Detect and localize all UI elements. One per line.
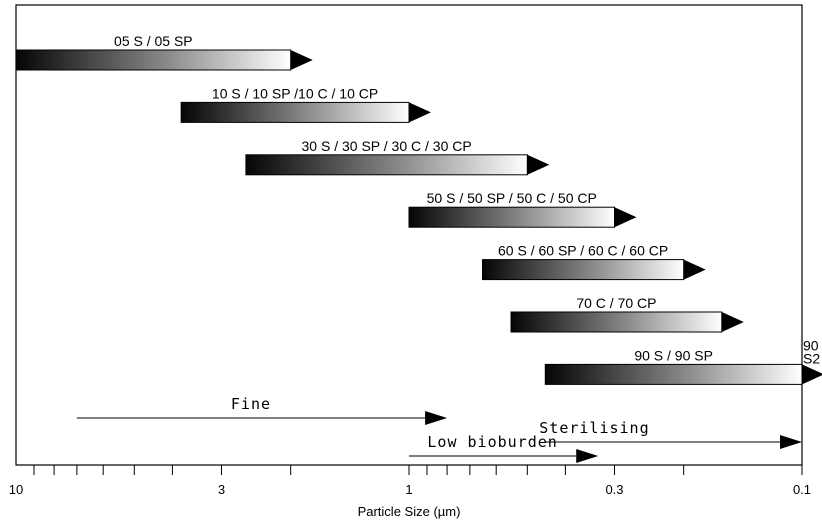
- range-label: Low bioburden: [427, 433, 557, 451]
- grade-bar: [408, 206, 615, 228]
- grade-label: 70 C / 70 CP: [576, 295, 656, 311]
- range-arrowhead: [425, 411, 448, 425]
- grade-bar: [544, 363, 803, 385]
- range-arrowhead: [576, 449, 599, 463]
- range-label: Fine: [231, 395, 271, 413]
- grade-bar: [510, 311, 723, 333]
- grade-arrowhead: [802, 364, 822, 385]
- grade-bar: [15, 49, 292, 71]
- grade-bar: [245, 154, 528, 176]
- grade-arrowhead: [409, 102, 431, 123]
- grade-label: 05 S / 05 SP: [114, 33, 193, 49]
- grade-arrowhead: [290, 50, 313, 70]
- grade-arrowhead: [614, 207, 637, 228]
- x-axis-title: Particle Size (µm): [358, 504, 461, 519]
- grade-arrowhead: [721, 312, 744, 332]
- grade-arrowhead: [683, 259, 706, 280]
- grade-label: 10 S / 10 SP /10 C / 10 CP: [212, 85, 378, 101]
- grade-bar: [180, 101, 410, 123]
- x-tick-label: 0.3: [605, 482, 623, 497]
- x-tick-label: 1: [405, 482, 412, 497]
- plot-frame: [15, 4, 803, 466]
- x-tick-label: 0.1: [793, 482, 811, 497]
- grade-arrowhead: [527, 154, 550, 175]
- grade-label: 30 S / 30 SP / 30 C / 30 CP: [302, 138, 472, 154]
- range-arrowhead: [780, 435, 802, 449]
- grade-label: 60 S / 60 SP / 60 C / 60 CP: [498, 243, 668, 259]
- grade-label: 50 S / 50 SP / 50 C / 50 CP: [427, 190, 597, 206]
- x-tick-label: 3: [218, 482, 225, 497]
- grade-extra-label: 90: [803, 337, 819, 353]
- grade-bar: [482, 259, 685, 281]
- range-label: Sterilising: [539, 419, 649, 437]
- grade-label: 90 S / 90 SP: [634, 347, 713, 363]
- grade-extra-label: S2: [803, 350, 820, 366]
- x-tick-label: 10: [9, 482, 23, 497]
